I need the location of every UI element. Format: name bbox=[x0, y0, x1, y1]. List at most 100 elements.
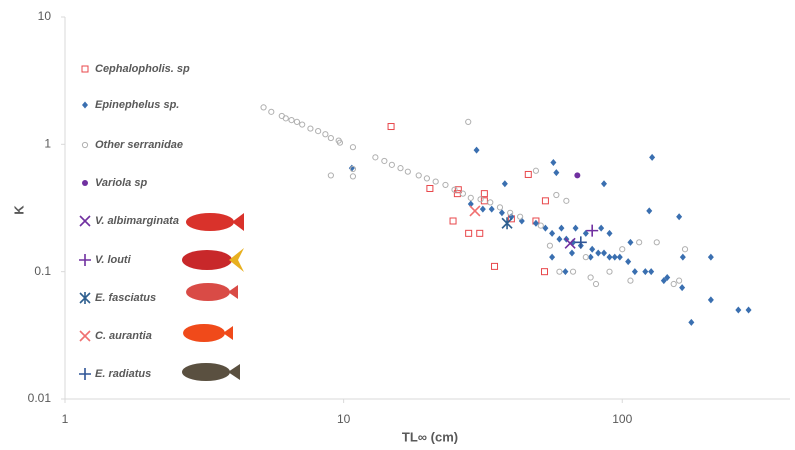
legend-label: Cephalopholis. sp bbox=[95, 63, 190, 75]
data-point bbox=[607, 230, 613, 237]
fish-icon bbox=[186, 213, 234, 231]
data-point bbox=[481, 191, 487, 197]
data-point bbox=[470, 206, 480, 216]
data-point bbox=[427, 185, 433, 191]
data-point bbox=[328, 173, 333, 178]
fish-icon bbox=[183, 324, 225, 342]
legend-marker bbox=[80, 292, 90, 304]
legend-label: C. aurantia bbox=[95, 330, 152, 342]
fish-icon bbox=[186, 283, 230, 301]
data-point bbox=[601, 250, 607, 257]
legend-label: Epinephelus sp. bbox=[95, 99, 179, 111]
data-point bbox=[525, 171, 531, 177]
data-point bbox=[549, 230, 555, 237]
data-point bbox=[405, 169, 410, 174]
legend-label: Variola sp bbox=[95, 177, 147, 189]
data-point bbox=[558, 225, 564, 232]
legend-marker bbox=[82, 142, 87, 147]
data-point bbox=[480, 206, 486, 213]
legend-label: V. albimarginata bbox=[95, 215, 179, 227]
data-point bbox=[300, 122, 305, 127]
data-point bbox=[497, 205, 502, 210]
data-point bbox=[538, 223, 543, 228]
data-point bbox=[564, 198, 569, 203]
data-point bbox=[649, 154, 655, 161]
data-point bbox=[593, 281, 598, 286]
data-point bbox=[573, 225, 579, 232]
data-point bbox=[533, 168, 538, 173]
data-point bbox=[488, 200, 493, 205]
data-point bbox=[553, 169, 559, 176]
legend-label: E. fasciatus bbox=[95, 292, 156, 304]
data-point bbox=[601, 180, 607, 187]
data-point bbox=[373, 155, 378, 160]
data-point bbox=[323, 132, 328, 137]
y-tick-label: 1 bbox=[44, 137, 51, 151]
data-point bbox=[316, 129, 321, 134]
data-point bbox=[607, 254, 613, 261]
data-point bbox=[477, 230, 483, 236]
data-point bbox=[708, 296, 714, 303]
y-tick-label: 10 bbox=[38, 9, 52, 23]
legend-marker bbox=[82, 102, 88, 109]
fish-illustrations bbox=[182, 213, 244, 381]
data-point bbox=[620, 247, 625, 252]
data-point bbox=[680, 254, 686, 261]
data-point bbox=[508, 210, 513, 215]
fish-icon bbox=[228, 285, 238, 299]
data-point bbox=[492, 263, 498, 269]
data-point bbox=[542, 269, 548, 275]
data-point bbox=[328, 135, 333, 140]
data-point bbox=[261, 105, 266, 110]
data-point bbox=[388, 124, 394, 130]
data-point bbox=[617, 254, 623, 261]
data-point bbox=[574, 172, 580, 178]
data-point bbox=[570, 269, 575, 274]
legend-label: Other serranidae bbox=[95, 139, 183, 151]
data-point bbox=[478, 197, 483, 202]
x-tick-label: 10 bbox=[337, 412, 351, 426]
data-point bbox=[708, 254, 714, 261]
y-axis-title: K bbox=[11, 205, 26, 215]
data-point bbox=[283, 116, 288, 121]
x-tick-label: 100 bbox=[612, 412, 632, 426]
data-point bbox=[547, 243, 552, 248]
data-point bbox=[350, 174, 355, 179]
data-point bbox=[648, 268, 654, 275]
data-point bbox=[294, 119, 299, 124]
fish-icon bbox=[232, 213, 244, 231]
data-point bbox=[677, 278, 682, 283]
data-point bbox=[628, 278, 633, 283]
data-point bbox=[550, 159, 556, 166]
fish-icon bbox=[228, 364, 240, 380]
data-point bbox=[424, 176, 429, 181]
data-point bbox=[518, 214, 523, 219]
legend-label: E. radiatus bbox=[95, 368, 151, 380]
legend-marker bbox=[80, 216, 90, 226]
data-point bbox=[676, 213, 682, 220]
legend-marker bbox=[79, 254, 91, 266]
data-point bbox=[474, 147, 480, 154]
data-point bbox=[557, 269, 562, 274]
data-point bbox=[389, 162, 394, 167]
x-tick-label: 1 bbox=[62, 412, 69, 426]
fish-icon bbox=[223, 326, 233, 340]
data-point bbox=[588, 275, 593, 280]
legend-marker bbox=[82, 180, 88, 186]
data-point bbox=[502, 180, 508, 187]
data-point bbox=[654, 240, 659, 245]
data-point bbox=[289, 117, 294, 122]
data-point bbox=[735, 306, 741, 313]
data-point bbox=[625, 258, 631, 265]
data-point bbox=[443, 182, 448, 187]
legend-label: V. louti bbox=[95, 254, 132, 266]
legend-marker bbox=[80, 331, 90, 341]
data-point bbox=[468, 195, 473, 200]
chart: TL∞ (cm) K 0.010.1110110100Cephalopholis… bbox=[0, 0, 795, 450]
data-point bbox=[642, 268, 648, 275]
data-point bbox=[646, 207, 652, 214]
data-point bbox=[556, 236, 562, 243]
y-tick-label: 0.01 bbox=[28, 391, 52, 405]
data-point bbox=[637, 240, 642, 245]
legend-marker bbox=[79, 368, 91, 380]
